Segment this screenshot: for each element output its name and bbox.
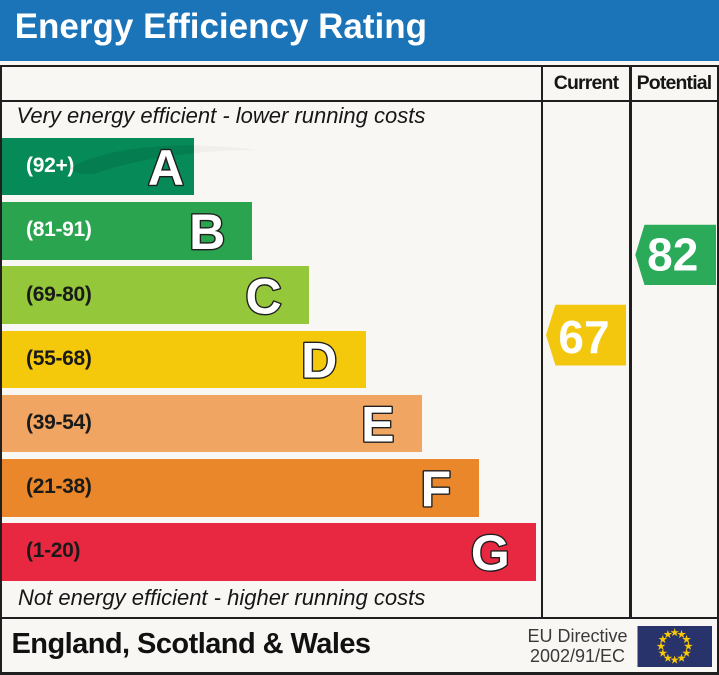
svg-text:F: F <box>421 461 452 517</box>
svg-text:G: G <box>471 525 510 581</box>
svg-text:D: D <box>301 333 337 389</box>
svg-text:B: B <box>189 204 225 260</box>
svg-text:A: A <box>148 140 184 196</box>
svg-text:67: 67 <box>558 311 609 363</box>
svg-text:82: 82 <box>647 229 698 281</box>
svg-text:E: E <box>361 397 394 453</box>
svg-text:C: C <box>245 268 281 324</box>
